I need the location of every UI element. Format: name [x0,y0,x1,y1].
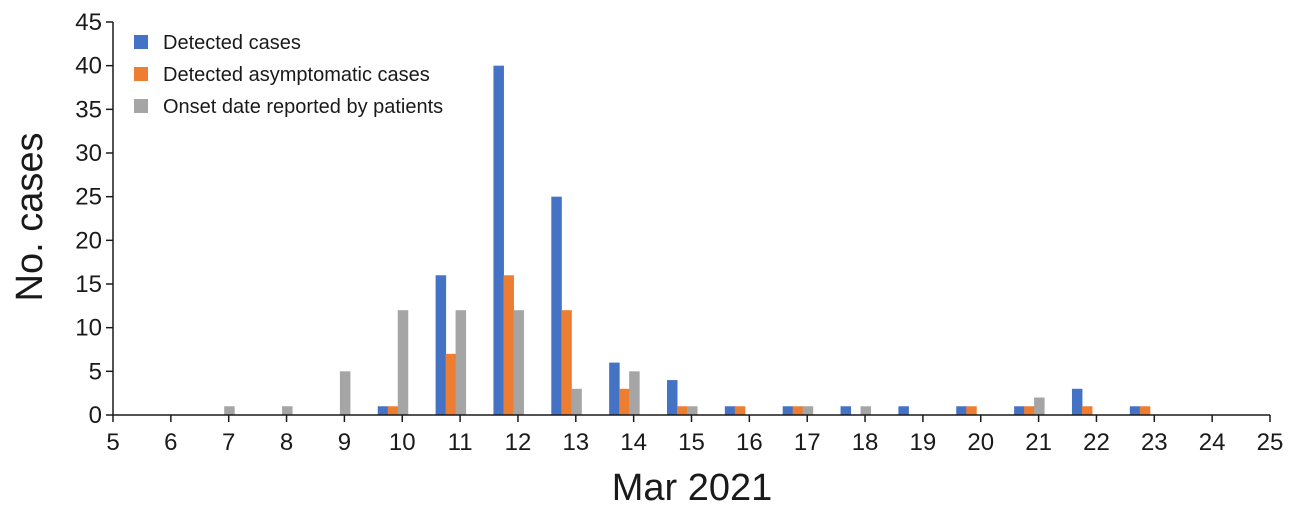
bar-detected-cases [667,380,678,415]
bar-onset-date [282,406,293,415]
bar-detected-cases [898,406,909,415]
legend-label-asymptomatic-cases: Detected asymptomatic cases [163,64,430,86]
bar-onset-date [860,406,872,415]
x-tick-label: 23 [1141,429,1168,456]
bar-asymptomatic-cases [619,388,630,415]
x-tick-label: 19 [910,429,937,456]
y-tick-label: 30 [75,140,102,167]
bar-asymptomatic-cases [1081,406,1093,415]
bar-asymptomatic-cases [1139,406,1151,415]
bar-onset-date [224,406,235,415]
bar-detected-cases [435,275,447,415]
x-tick-label: 7 [222,429,235,456]
legend-label-onset-date: Onset date reported by patients [163,96,443,118]
x-tick-label: 25 [1257,429,1284,456]
bar-onset-date [1034,397,1045,415]
bar-asymptomatic-cases [734,406,746,415]
x-tick-label: 14 [620,429,647,456]
legend-label-detected-cases: Detected cases [163,32,301,54]
bar-detected-cases [840,406,852,415]
x-tick-label: 17 [794,429,821,456]
bar-onset-date [339,371,351,415]
bar-detected-cases [1071,388,1083,415]
y-tick-label: 5 [89,358,102,385]
legend-swatch-onset-date [134,99,148,113]
y-tick-label: 10 [75,315,102,342]
x-tick-label: 6 [164,429,177,456]
bar-onset-date [629,371,640,415]
bar-onset-date [802,406,814,415]
bar-onset-date [513,310,524,415]
legend: Detected cases Detected asymptomatic cas… [134,32,443,118]
bar-asymptomatic-cases [966,406,977,415]
x-tick-label: 9 [338,429,351,456]
bar-onset-date [687,406,698,415]
x-tick-label: 12 [505,429,532,456]
bar-detected-cases [551,196,562,415]
bar-detected-cases [782,406,794,415]
bar-onset-date [455,310,467,415]
x-tick-label: 13 [562,429,589,456]
bar-detected-cases [724,406,736,415]
bar-detected-cases [1014,406,1025,415]
x-tick-label: 21 [1025,429,1052,456]
x-tick-label: 5 [106,429,119,456]
y-tick-label: 0 [89,402,102,429]
bar-asymptomatic-cases [792,406,804,415]
x-tick-label: 16 [736,429,763,456]
legend-swatch-asymptomatic-cases [134,67,148,81]
bar-onset-date [571,388,582,415]
x-tick-label: 20 [967,429,994,456]
x-tick-label: 8 [280,429,293,456]
bar-detected-cases [1129,406,1141,415]
bars-layer [224,65,1151,416]
y-axis-title: No. cases [9,133,51,302]
x-tick-label: 10 [389,429,416,456]
bar-detected-cases [493,65,504,416]
x-tick-label: 24 [1199,429,1226,456]
bar-detected-cases [377,406,389,415]
bar-detected-cases [609,362,620,415]
bar-asymptomatic-cases [445,353,457,415]
bar-asymptomatic-cases [677,406,688,415]
x-axis-title: Mar 2021 [612,467,773,509]
y-tick-label: 35 [75,96,102,123]
bar-detected-cases [956,406,967,415]
x-tick-label: 18 [852,429,879,456]
y-tick-label: 25 [75,184,102,211]
bar-asymptomatic-cases [561,310,572,415]
bar-asymptomatic-cases [503,275,514,415]
legend-swatch-detected-cases [134,35,148,49]
x-tick-label: 11 [448,429,473,456]
x-tick-label: 15 [678,429,705,456]
bar-asymptomatic-cases [1024,406,1035,415]
x-tick-label: 22 [1083,429,1110,456]
y-tick-label: 45 [75,9,102,36]
bar-asymptomatic-cases [387,406,399,415]
bar-onset-date [397,310,409,415]
y-tick-label: 40 [75,53,102,80]
y-tick-label: 15 [75,271,102,298]
y-tick-label: 20 [75,227,102,254]
